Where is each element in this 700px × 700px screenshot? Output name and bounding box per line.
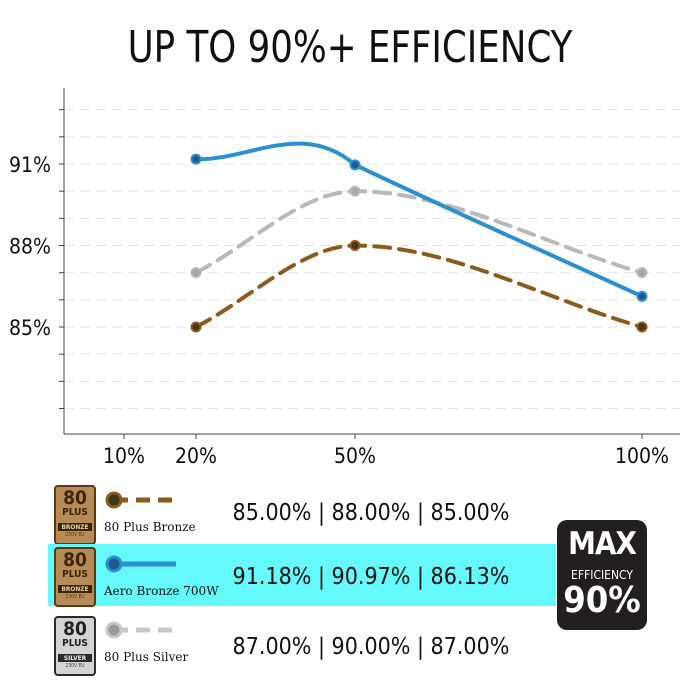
legend-label-silver: 80 Plus Silver: [104, 650, 189, 664]
y-tick-label: 88%: [9, 235, 51, 259]
data-point-80-plus-bronze: [349, 240, 361, 251]
y-tick-label: 85%: [9, 316, 51, 340]
80-plus-bronze-badge-icon: 80 PLUS BRONZE 230V EU: [54, 485, 96, 545]
x-tick-label: 20%: [175, 444, 217, 468]
data-point-80-plus-silver: [636, 267, 648, 279]
data-point-80-plus-silver: [349, 185, 361, 197]
data-point-aero-bronze-700w: [190, 153, 202, 165]
data-point-80-plus-bronze: [190, 321, 202, 333]
legend-row-bronze: 80 PLUS BRONZE 230V EU 80 Plus Bronze 85…: [0, 482, 700, 545]
legend-row-silver: 80 PLUS SILVER 230V EU 80 Plus Silver 87…: [0, 614, 700, 676]
legend-values-silver: 87.00% | 90.00% | 87.00%: [232, 634, 510, 660]
data-point-aero-bronze-700w: [349, 159, 361, 171]
highlight-band: [48, 544, 556, 606]
series-line-80-plus-silver: [194, 189, 644, 275]
80-plus-silver-badge-icon: 80 PLUS SILVER 230V EU: [54, 616, 96, 676]
series-line-80-plus-bronze: [194, 243, 644, 329]
x-tick-label: 100%: [615, 444, 669, 468]
series-line-aero-bronze-700w: [194, 141, 644, 299]
data-point-80-plus-bronze: [636, 321, 648, 333]
data-point-80-plus-silver: [190, 267, 202, 279]
legend-swatch-silver: [105, 621, 176, 639]
efficiency-label: EFFICIENCY: [571, 568, 633, 582]
x-tick-label: 10%: [103, 444, 145, 468]
legend-label-aero: Aero Bronze 700W: [104, 584, 219, 598]
max-label: MAX: [568, 526, 637, 562]
legend-label-bronze: 80 Plus Bronze: [104, 520, 196, 534]
chart-title: UP TO 90%+ EFFICIENCY: [127, 22, 573, 73]
max-efficiency-badge: MAX EFFICIENCY 90%: [557, 520, 647, 630]
x-tick-label: 50%: [334, 444, 376, 468]
legend-values-aero: 91.18% | 90.97% | 86.13%: [232, 564, 510, 590]
legend-swatch-aero: [105, 555, 176, 573]
y-tick-label: 91%: [9, 153, 51, 177]
legend-row-aero-bronze: 80 PLUS BRONZE 230V EU Aero Bronze 700W …: [0, 544, 700, 607]
80-plus-bronze-badge-icon: 80 PLUS BRONZE 230V EU: [54, 547, 96, 607]
data-point-aero-bronze-700w: [636, 290, 648, 302]
efficiency-line-chart: 85% 88% 91% 10% 20% 50% 100%: [9, 88, 680, 468]
legend-swatch-bronze: [105, 491, 176, 509]
legend-values-bronze: 85.00% | 88.00% | 85.00%: [232, 500, 510, 526]
max-value: 90%: [563, 580, 641, 621]
